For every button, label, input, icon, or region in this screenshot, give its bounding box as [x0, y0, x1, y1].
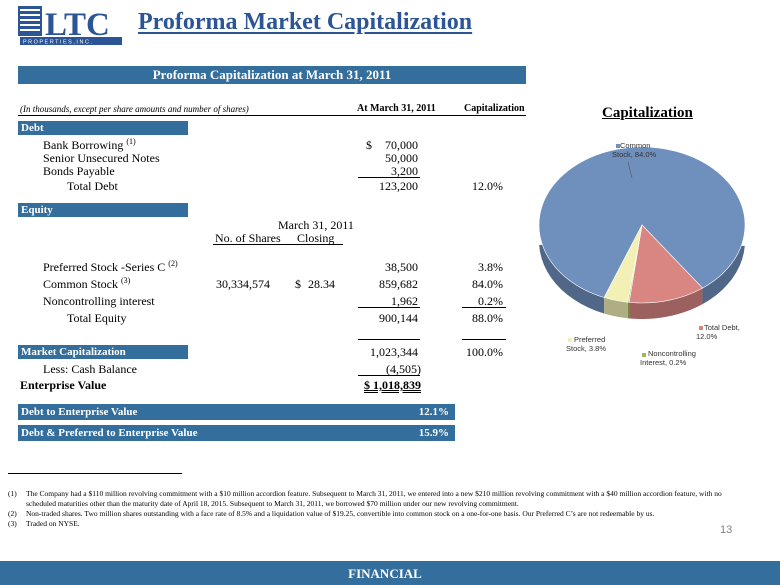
slide-title: Proforma Market Capitalization: [138, 9, 473, 35]
value-noncontrolling: 1,962: [391, 294, 418, 308]
debt-pref-to-ev-label: Debt & Preferred to Enterprise Value: [21, 427, 198, 439]
pie-side-total-debt: [629, 288, 703, 319]
row-preferred-stock: Preferred Stock -Series C (2): [43, 259, 178, 275]
pie-label-text: Total Debt,: [704, 323, 740, 332]
pie-label-text: Preferred: [574, 335, 605, 344]
debt-pref-to-ev-value: 15.9%: [418, 427, 449, 439]
footer-label: FINANCIAL: [348, 566, 422, 581]
value-closing-price: 28.34: [308, 277, 335, 291]
legend-swatch: [699, 326, 703, 330]
column-header-capitalization: Capitalization: [464, 103, 525, 114]
subheader-rule: [213, 244, 343, 245]
debt-to-ev-value: 12.1%: [418, 406, 449, 418]
row-senior-notes: Senior Unsecured Notes: [43, 151, 160, 165]
pct-preferred-stock: 3.8%: [478, 260, 503, 274]
pie-label-text: Stock, 84.0%: [612, 150, 657, 159]
row-total-debt: Total Debt: [67, 179, 118, 193]
debt-to-ev-label: Debt to Enterprise Value: [21, 406, 138, 418]
row-common-stock: Common Stock (3): [43, 276, 131, 292]
footnote-2: (2) Non-traded shares. Two million share…: [8, 509, 655, 518]
value-total-debt: 123,200: [379, 179, 418, 193]
market-cap-rule-pct: [462, 339, 506, 340]
legend-swatch: [616, 144, 620, 148]
footnote-1: (1) The Company had a $110 million revol…: [8, 489, 722, 508]
column-header-amount: At March 31, 2011: [357, 103, 436, 114]
page-number: 13: [720, 524, 733, 536]
value-enterprise-value: $ 1,018,839: [364, 378, 421, 392]
legend-swatch: [568, 338, 572, 342]
pie-label-text: Interest, 0.2%: [640, 358, 687, 367]
enterprise-rule: [358, 375, 420, 376]
pct-market-cap: 100.0%: [466, 345, 503, 359]
header-rule: [18, 115, 526, 116]
value-market-cap: 1,023,344: [370, 345, 418, 359]
debt-pref-to-ev-bar: Debt & Preferred to Enterprise Value 15.…: [18, 425, 455, 441]
pie-label-text: Noncontrolling: [648, 349, 696, 358]
units-note: (In thousands, except per share amounts …: [20, 104, 249, 114]
table-banner: Proforma Capitalization at March 31, 201…: [18, 66, 526, 84]
value-bonds-payable: 3,200: [391, 164, 418, 178]
row-enterprise-value: Enterprise Value: [20, 378, 107, 392]
pie-side-preferred-stock: [604, 297, 628, 319]
row-bonds-payable: Bonds Payable: [43, 164, 115, 178]
footer-bar: FINANCIAL: [0, 561, 780, 585]
value-preferred-stock: 38,500: [385, 260, 418, 274]
market-cap-rule-amount: [358, 339, 420, 340]
equity-rule-pct: [462, 307, 506, 308]
ltc-logo: LTC P R O P E R T I E S , I N C .: [18, 6, 122, 46]
pie-slice-preferred-stock: [603, 224, 643, 303]
value-bank-borrowing: 70,000: [385, 138, 418, 152]
pct-total-debt: 12.0%: [472, 179, 503, 193]
row-market-cap: Market Capitalization: [18, 345, 188, 359]
pie-label-total-debt: Total Debt,12.0%: [696, 323, 740, 341]
legend-swatch: [642, 353, 646, 357]
pie-label-text: Common: [620, 141, 650, 150]
subheader-closing: Closing: [297, 231, 335, 245]
footnotes: (1) The Company had a $110 million revol…: [8, 489, 728, 529]
debt-to-ev-bar: Debt to Enterprise Value 12.1%: [18, 404, 455, 420]
value-total-equity: 900,144: [379, 311, 418, 325]
pie-slice-total-debt: [628, 224, 704, 304]
dollar-sign: $: [366, 138, 372, 152]
pct-total-equity: 88.0%: [472, 311, 503, 325]
leader-line: [627, 161, 633, 179]
row-cash-balance: Less: Cash Balance: [43, 362, 137, 376]
value-common-shares: 30,334,574: [216, 277, 270, 291]
footnote-rule: [8, 473, 182, 474]
value-cash-balance: (4,505): [386, 362, 421, 376]
row-total-equity: Total Equity: [67, 311, 127, 325]
pie-label-text: 12.0%: [696, 332, 718, 341]
svg-text:P R O P E R T I E S , I N C: P R O P E R T I E S , I N C .: [23, 40, 92, 46]
row-bank-borrowing: Bank Borrowing (1): [43, 137, 136, 153]
chart-title: Capitalization: [602, 105, 693, 121]
footnote-3: (3) Traded on NYSE.: [8, 519, 80, 528]
pie-side-noncontrolling-interest: [627, 302, 630, 319]
section-debt: Debt: [18, 121, 188, 135]
price-dollar-sign: $: [295, 277, 301, 291]
equity-rule-amount: [358, 307, 420, 308]
section-equity: Equity: [18, 203, 188, 217]
subheader-date: March 31, 2011: [278, 218, 354, 232]
pct-noncontrolling: 0.2%: [478, 294, 503, 308]
pie-label-text: Stock, 3.8%: [566, 344, 606, 353]
pie-slice-common-stock: [538, 146, 746, 298]
value-senior-notes: 50,000: [385, 151, 418, 165]
row-noncontrolling: Noncontrolling interest: [43, 294, 155, 308]
subtotal-rule: [358, 177, 420, 178]
subheader-shares: No. of Shares: [215, 231, 281, 245]
value-common-stock: 859,682: [379, 277, 418, 291]
pct-common-stock: 84.0%: [472, 277, 503, 291]
